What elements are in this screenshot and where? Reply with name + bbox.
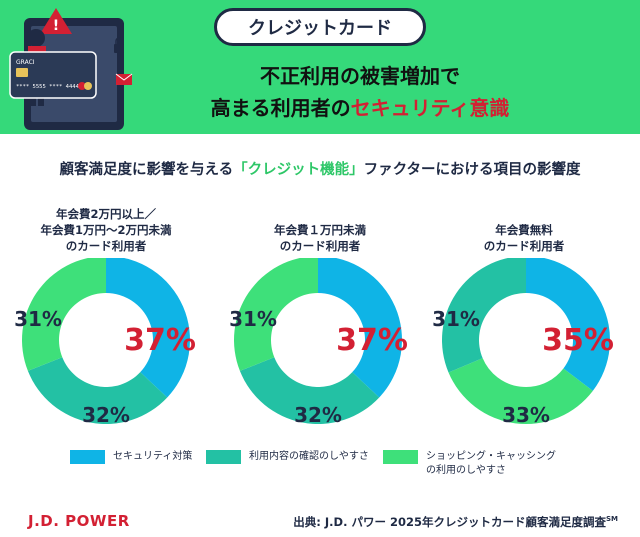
chart-2-slice-2 xyxy=(239,357,380,425)
chart-3-value-label-3: 31% xyxy=(432,307,480,331)
chart-1-title-line3: のカード利用者 xyxy=(65,239,147,253)
legend-label-security: セキュリティ対策 xyxy=(113,451,193,462)
legend-swatch-confirm xyxy=(206,450,241,464)
svg-text:!: ! xyxy=(53,18,59,34)
warning-icon xyxy=(40,8,72,34)
legend-item-security: セキュリティ対策 xyxy=(70,450,192,464)
source-sup: SM xyxy=(605,515,618,524)
chart-1-slice-3 xyxy=(22,258,106,371)
chart-3-slice-1 xyxy=(526,258,610,391)
source-text: 出典: J.D. パワー 2025年クレジットカード顧客満足度調査 xyxy=(293,515,606,529)
chart-1-value-label-2: 32% xyxy=(82,403,130,427)
chart-2-value-label-2: 32% xyxy=(294,403,342,427)
headline-line2: 高まる利用者のセキュリティ意識 xyxy=(150,92,570,121)
chart-3-value-label-2: 33% xyxy=(502,403,550,427)
chart-1-value-label-1: 37% xyxy=(124,323,196,358)
jd-power-logo: J.D. POWER xyxy=(28,512,130,530)
legend-label-shopping: ショッピング・キャッシング の利用のしやすさ xyxy=(426,450,556,478)
chart-2-title-line1: 年会費１万円未満 xyxy=(274,223,366,237)
chart-3-value-label-1: 35% xyxy=(542,323,614,358)
subtitle-highlight: 「クレジット機能」 xyxy=(233,162,364,178)
chart-3-title: 年会費無料 のカード利用者 xyxy=(424,222,624,254)
chart-2-slice-3 xyxy=(234,258,318,371)
chart-subtitle: 顧客満足度に影響を与える「クレジット機能」ファクターにおける項目の影響度 xyxy=(0,158,640,179)
legend-label-shopping-line1: ショッピング・キャッシング xyxy=(426,451,556,462)
chart-2-title-line2: のカード利用者 xyxy=(279,239,361,253)
category-pill: クレジットカード xyxy=(214,8,426,46)
chart-2-title: 年会費１万円未満 のカード利用者 xyxy=(220,222,420,254)
legend-label-shopping-line2: の利用のしやすさ xyxy=(426,465,506,476)
card-number-text: **** 5555 **** 4444 xyxy=(16,84,80,90)
chart-2-value-label-3: 31% xyxy=(229,307,277,331)
headline-line2-highlight: セキュリティ意識 xyxy=(350,96,510,120)
card-brand-text: GRACI xyxy=(16,59,35,66)
legend-swatch-security xyxy=(70,450,105,464)
chart-3-title-line1: 年会費無料 xyxy=(495,223,553,237)
chart-2-slice-1 xyxy=(318,258,402,398)
legend-swatch-shopping xyxy=(383,450,418,464)
source-note: 出典: J.D. パワー 2025年クレジットカード顧客満足度調査SM xyxy=(293,514,618,530)
subtitle-prefix: 顧客満足度に影響を与える xyxy=(59,162,234,178)
chart-1-slice-2 xyxy=(27,357,168,424)
subtitle-suffix: ファクターにおける項目の影響度 xyxy=(363,162,581,178)
chart-1-title: 年会費2万円以上／ 年会費1万円〜2万円未満 のカード利用者 xyxy=(6,206,206,254)
legend-item-confirm: 利用内容の確認のしやすさ xyxy=(206,450,369,464)
fraud-illustration: ! GRACI **** 5555 **** 4444 xyxy=(9,8,133,130)
chart-3-slice-2 xyxy=(448,358,593,424)
chart-1-title-line2: 年会費1万円〜2万円未満 xyxy=(40,223,172,237)
legend-item-shopping: ショッピング・キャッシング の利用のしやすさ xyxy=(383,450,556,478)
hacker-icon xyxy=(27,29,45,47)
chart-1-title-line1: 年会費2万円以上／ xyxy=(55,207,156,221)
headline-line2-prefix: 高まる利用者の xyxy=(210,96,351,120)
chart-1-slice-1 xyxy=(106,258,190,398)
header-banner: ! GRACI **** 5555 **** 4444 クレジットカード 不正利… xyxy=(0,0,640,134)
chart-1-value-label-3: 31% xyxy=(14,307,62,331)
legend-label-confirm: 利用内容の確認のしやすさ xyxy=(249,451,369,462)
chart-2-value-label-1: 37% xyxy=(336,323,408,358)
chart-3-title-line2: のカード利用者 xyxy=(483,239,565,253)
lock-icon xyxy=(114,44,124,53)
donut-charts: 37% 32% 31% 37% 32% 31% 35% 33% 31% xyxy=(14,258,614,427)
headline-line1: 不正利用の被害増加で xyxy=(260,64,460,88)
chart-3-slice-3 xyxy=(442,258,526,373)
credit-card-icon xyxy=(9,51,97,99)
